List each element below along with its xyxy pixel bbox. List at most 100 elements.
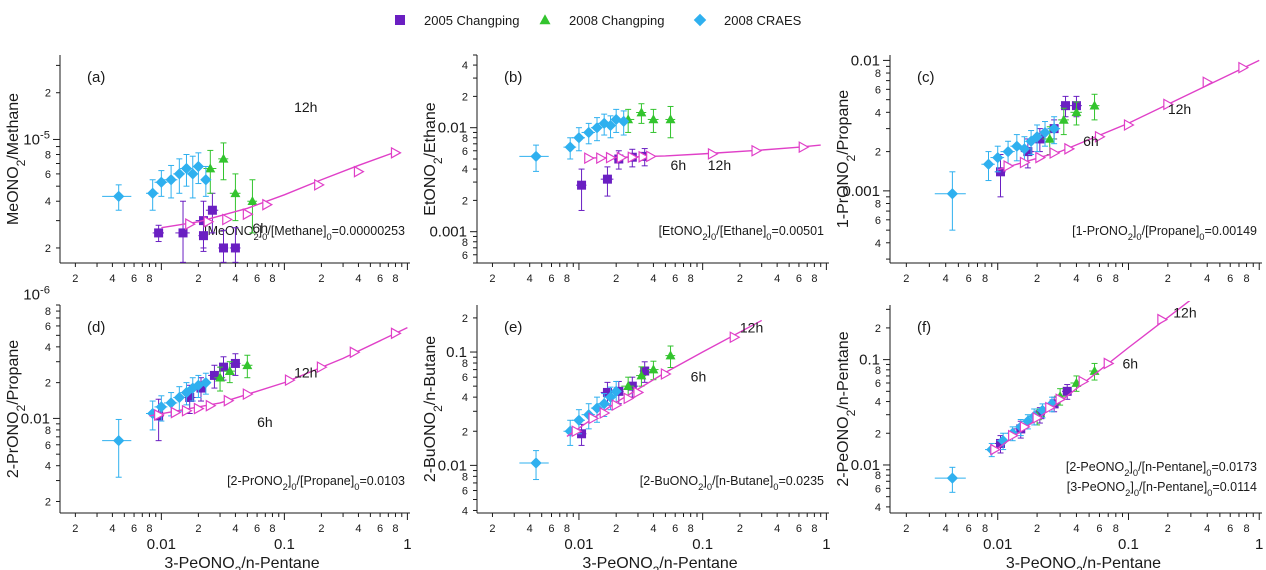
model-marker: [588, 412, 600, 425]
model-marker: [599, 406, 611, 419]
data-point: [180, 153, 193, 187]
point-marker: [583, 126, 595, 139]
point-marker: [178, 228, 188, 238]
y-tick-label: 2: [875, 323, 881, 335]
point-marker: [665, 350, 676, 360]
model-line: [161, 151, 396, 229]
legend-label: 2008 Changping: [569, 13, 664, 28]
x-tick-label: 4: [355, 273, 361, 285]
model-marker: [390, 327, 402, 340]
legend: 2005 Changping 2008 Changping 2008 CRAES: [395, 13, 802, 28]
model-marker: [170, 406, 182, 419]
init-ratio-annotation: [EtONO2]0/[Ethane]0=0.00501: [659, 224, 824, 242]
model-marker: [262, 198, 274, 211]
y-tick-label: 4: [875, 107, 881, 119]
x-tick-label: 4: [650, 523, 656, 535]
point-marker: [564, 141, 576, 153]
hour-label: 6h: [257, 414, 273, 430]
y-tick-label: 8: [462, 358, 468, 370]
model-marker: [1049, 147, 1061, 160]
y-tick-label: 6: [462, 372, 468, 384]
point-marker: [154, 228, 164, 238]
x-tick-label: 2: [737, 273, 743, 285]
data-point: [1070, 101, 1082, 126]
panel-label: (f): [917, 319, 931, 336]
data-point: [229, 227, 241, 263]
point-marker: [982, 158, 995, 170]
data-point: [647, 108, 659, 133]
hour-label: 6h: [252, 220, 268, 236]
model-marker: [1103, 357, 1115, 370]
x-tick-label: 6: [131, 523, 137, 535]
point-marker: [997, 435, 1009, 447]
y-tick-label: 0.01: [851, 457, 880, 474]
data-point: [218, 142, 229, 181]
x-tick-label: 6: [548, 523, 554, 535]
point-marker: [598, 398, 610, 410]
y-tick-label: 8: [462, 237, 468, 249]
model-marker: [223, 394, 235, 407]
data-point: [205, 192, 219, 234]
x-tick-label: 4: [774, 273, 780, 285]
point-marker: [173, 391, 185, 404]
data-point: [576, 423, 587, 446]
hour-label: 12h: [1168, 101, 1191, 117]
model-marker: [316, 361, 328, 374]
legend-marker: [539, 14, 551, 25]
model-marker: [729, 331, 741, 344]
y-tick-label: 2: [875, 147, 881, 159]
x-tick-label: 2: [195, 523, 201, 535]
data-point: [1061, 384, 1073, 400]
model-marker: [284, 374, 296, 387]
y-tick-label: 4: [462, 164, 468, 176]
y-tick-label: 4: [875, 397, 881, 409]
point-marker: [192, 160, 205, 173]
point-marker: [636, 107, 647, 117]
point-marker: [147, 187, 159, 199]
y-tick-label: 6: [875, 84, 881, 96]
init-ratio-annotation: [2-PeONO2]0/[n-Pentane]0=0.0173: [1066, 460, 1257, 478]
point-marker: [1018, 143, 1031, 155]
y-tick-label: 0.01: [438, 457, 467, 474]
x-tick-label: 6: [966, 523, 972, 535]
model-marker: [1094, 130, 1106, 143]
panel-label: (c): [917, 69, 935, 86]
point-marker: [1062, 386, 1072, 396]
x-tick-label: 6: [548, 273, 554, 285]
point-marker: [1089, 365, 1100, 375]
y-tick-label: 4: [462, 60, 468, 72]
data-point: [200, 372, 212, 395]
model-marker: [1157, 313, 1169, 326]
data-point: [1058, 107, 1069, 136]
legend-marker: [395, 15, 405, 25]
model-marker: [1064, 142, 1076, 155]
model-marker: [314, 178, 325, 191]
y-axis-label: 2-PrONO2/Propane: [5, 340, 28, 478]
x-tick-label: 4: [943, 273, 949, 285]
data-point: [241, 354, 253, 379]
x-tick-label: 8: [1113, 523, 1119, 535]
y-tick-label: 8: [45, 149, 51, 161]
y-tick-label: 8: [875, 470, 881, 482]
y-tick-label: 8: [875, 68, 881, 80]
panel-label: (b): [504, 69, 522, 86]
data-point: [173, 158, 185, 194]
model-marker: [1003, 160, 1015, 173]
model-marker: [353, 165, 365, 178]
point-marker: [205, 163, 216, 173]
x-tick-label: 8: [688, 273, 694, 285]
x-tick-label: 2: [1034, 273, 1040, 285]
point-marker: [224, 365, 235, 375]
point-marker: [1023, 147, 1033, 157]
point-marker: [1044, 133, 1055, 143]
point-marker: [573, 414, 585, 426]
model-marker: [154, 408, 165, 421]
x-tick-label: 6: [672, 523, 678, 535]
data-point: [981, 151, 995, 182]
y-axis-label: 1-PrONO2/Propane: [835, 90, 858, 228]
point-marker: [180, 162, 193, 175]
legend-item: 2008 Changping: [539, 13, 664, 28]
point-marker: [242, 360, 253, 370]
point-marker: [247, 196, 258, 206]
